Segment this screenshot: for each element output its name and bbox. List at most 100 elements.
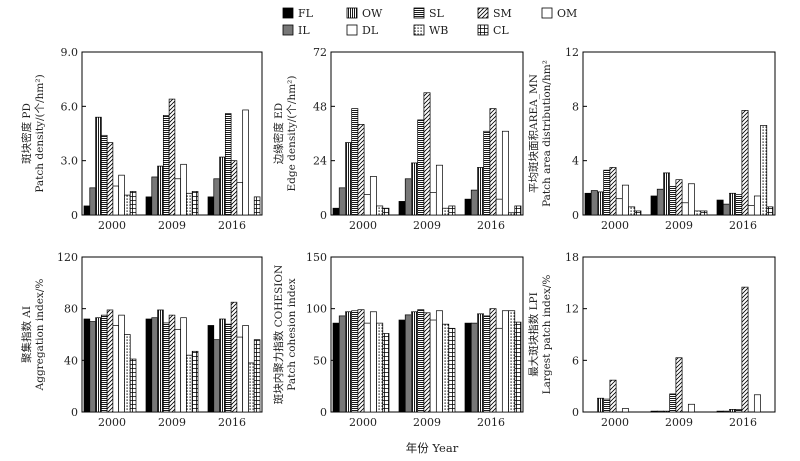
bar-sl-2016 bbox=[483, 315, 491, 413]
bar-sm-2000 bbox=[357, 124, 365, 216]
bar-fl-2000 bbox=[332, 207, 340, 216]
x-category-label: 2016 bbox=[729, 416, 757, 429]
bar-sm-2000 bbox=[106, 309, 114, 413]
legend-label-om: OM bbox=[557, 7, 577, 20]
bar-fl-2016 bbox=[207, 196, 215, 216]
bar-om-2016 bbox=[501, 310, 509, 413]
panel-5: 0 50 100 150 斑块内聚力指数 COHESION Patch cohesion … bbox=[272, 251, 524, 429]
panel-6: 0 6 12 18 最大斑块指数 LPI Largest patch index/% 200… bbox=[527, 251, 776, 429]
legend-swatch-dl bbox=[346, 24, 358, 36]
bar-wb-2000 bbox=[124, 334, 131, 413]
x-category-label: 2000 bbox=[601, 219, 629, 232]
x-category-label: 2009 bbox=[158, 416, 186, 429]
bar-ow-2016 bbox=[729, 192, 737, 216]
legend-swatch-cl bbox=[477, 24, 489, 36]
legend-swatch-ow bbox=[346, 7, 358, 19]
legend-label-il: IL bbox=[298, 24, 310, 37]
y-tick-label: 80 bbox=[64, 303, 78, 316]
bar-wb-2009 bbox=[694, 210, 702, 216]
x-category-label: 2009 bbox=[413, 219, 441, 232]
x-category-label: 2009 bbox=[413, 416, 441, 429]
bar-wb-2016 bbox=[760, 124, 768, 216]
bar-sl-2016 bbox=[483, 130, 491, 216]
y-axis-label-line-2: Edge density/(个/hm²) bbox=[286, 76, 298, 192]
bar-fl-2009 bbox=[145, 196, 153, 216]
bar-sm-2009 bbox=[168, 98, 176, 216]
legend-label-dl: DL bbox=[362, 24, 379, 37]
bar-cl-2000 bbox=[634, 210, 642, 216]
y-axis-label-line-2: Aggregation index/% bbox=[34, 279, 46, 392]
bar-sl-2016 bbox=[224, 323, 232, 413]
x-category-label: 2009 bbox=[665, 219, 693, 232]
bar-il-2009 bbox=[404, 178, 412, 216]
bar-ow-2000 bbox=[95, 116, 102, 216]
bar-il-2009 bbox=[151, 317, 158, 413]
bar-om-2016 bbox=[753, 195, 761, 216]
bar-cl-2000 bbox=[382, 207, 390, 216]
bar-sm-2009 bbox=[675, 179, 683, 216]
bar-ow-2009 bbox=[411, 311, 419, 413]
y-tick-label: 100 bbox=[306, 303, 327, 316]
x-axis-title: 年份 Year bbox=[406, 441, 459, 455]
bar-fl-2009 bbox=[398, 201, 406, 216]
y-tick-label: 48 bbox=[313, 100, 327, 113]
bar-cl-2009 bbox=[191, 350, 199, 413]
legend-label-cl: CL bbox=[493, 24, 509, 37]
legend-swatch-il bbox=[282, 24, 294, 36]
bar-om-2009 bbox=[435, 310, 443, 413]
legend-label-sl: SL bbox=[429, 7, 445, 20]
bar-dl-2009 bbox=[429, 319, 437, 413]
bar-om-2009 bbox=[180, 163, 187, 216]
bar-sm-2016 bbox=[230, 160, 238, 216]
y-axis-label-line-2: Largest patch index/% bbox=[541, 275, 553, 395]
bar-dl-2016 bbox=[747, 205, 755, 216]
bar-il-2009 bbox=[404, 314, 412, 413]
legend-swatch-om bbox=[541, 7, 553, 19]
bar-sl-2000 bbox=[351, 108, 359, 216]
bar-ow-2000 bbox=[95, 317, 102, 413]
panels: 0 3.0 6.0 9.0 斑块密度 PD Patch density/(个/hm²) 20… bbox=[20, 46, 776, 429]
bar-il-2016 bbox=[213, 178, 220, 216]
y-tick-label: 8 bbox=[572, 100, 579, 113]
bar-ow-2000 bbox=[345, 311, 353, 413]
bar-sl-2000 bbox=[603, 169, 611, 216]
bar-sl-2016 bbox=[224, 113, 232, 216]
bar-ow-2000 bbox=[597, 191, 605, 216]
panel-2: 0 24 48 72 边缘密度 ED Edge density/(个/hm²) 2000 20… bbox=[272, 46, 524, 232]
bar-fl-2009 bbox=[398, 319, 406, 413]
bar-om-2016 bbox=[242, 109, 249, 216]
bar-fl-2016 bbox=[716, 410, 724, 413]
y-tick-label: 0 bbox=[71, 209, 78, 222]
bar-dl-2000 bbox=[615, 198, 623, 216]
y-axis-label-line-1: 斑块密度 PD bbox=[20, 103, 33, 164]
bar-om-2000 bbox=[621, 408, 629, 413]
bar-dl-2009 bbox=[174, 178, 182, 216]
bar-sl-2009 bbox=[162, 115, 170, 216]
bar-wb-2009 bbox=[442, 323, 450, 413]
bar-cl-2009 bbox=[191, 191, 199, 216]
bar-fl-2009 bbox=[650, 195, 658, 216]
legend-label-wb: WB bbox=[429, 24, 448, 37]
y-tick-label: 12 bbox=[565, 303, 579, 316]
bar-fl-2000 bbox=[332, 322, 340, 413]
bar-sl-2009 bbox=[669, 393, 677, 413]
y-tick-label: 6.0 bbox=[61, 100, 79, 113]
bar-om-2000 bbox=[118, 174, 125, 216]
bar-ow-2009 bbox=[411, 162, 419, 216]
bar-cl-2016 bbox=[253, 196, 261, 216]
legend-swatch-sl bbox=[413, 7, 425, 19]
bar-dl-2016 bbox=[495, 198, 503, 216]
bar-sm-2016 bbox=[489, 308, 497, 413]
x-category-label: 2009 bbox=[158, 219, 186, 232]
bar-il-2000 bbox=[590, 190, 598, 216]
bar-cl-2000 bbox=[382, 333, 390, 413]
bar-ow-2009 bbox=[663, 410, 671, 413]
y-tick-label: 0 bbox=[320, 406, 327, 419]
bar-cl-2000 bbox=[129, 191, 137, 216]
legend-label-ow: OW bbox=[362, 7, 383, 20]
bar-sm-2009 bbox=[675, 357, 683, 413]
y-axis-label-line-1: 边缘密度 ED bbox=[272, 103, 285, 164]
bar-ow-2016 bbox=[477, 313, 485, 413]
bar-om-2009 bbox=[687, 183, 695, 216]
bar-fl-2009 bbox=[650, 410, 658, 413]
